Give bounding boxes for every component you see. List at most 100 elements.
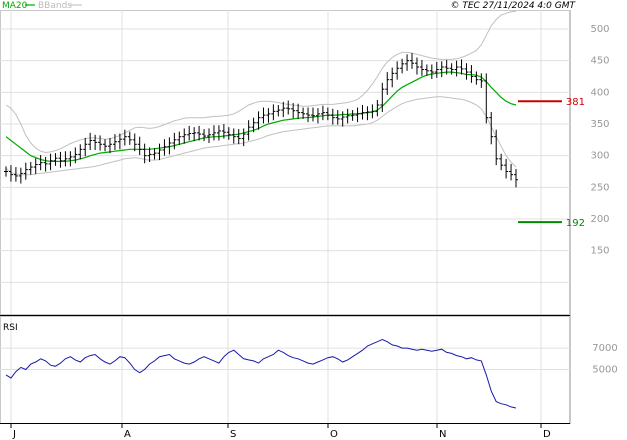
price-levels: 381 192 <box>518 97 585 229</box>
price-bar <box>281 101 286 118</box>
price-bar <box>444 60 449 75</box>
price-bar <box>8 165 13 182</box>
price-bar <box>301 107 306 119</box>
price-bar <box>365 106 370 121</box>
rsi-plot <box>5 338 517 409</box>
price-bar <box>231 128 236 144</box>
price-bar <box>310 107 315 122</box>
price-bar <box>276 105 281 117</box>
x-tick-label-s: S <box>230 429 236 440</box>
price-bar <box>499 153 504 171</box>
x-tick-label-d: D <box>543 429 551 440</box>
price-y-tick-label: 200 <box>590 214 609 225</box>
price-bar <box>132 133 137 152</box>
price-bar <box>390 67 395 88</box>
legend-ma-label: MA20 <box>2 1 28 11</box>
price-bar <box>28 162 33 175</box>
price-y-tick-label: 150 <box>590 246 609 257</box>
price-bar <box>330 108 335 125</box>
price-bar <box>429 64 434 80</box>
price-y-tick-label: 350 <box>590 119 609 130</box>
price-bar <box>246 120 251 141</box>
price-bar <box>405 54 410 71</box>
price-bar <box>18 167 23 184</box>
price-bar <box>306 107 311 123</box>
price-bar <box>241 128 246 147</box>
price-bar <box>459 59 464 75</box>
x-tick-label-n: N <box>439 429 446 440</box>
price-panel-frame <box>0 10 570 315</box>
price-bar <box>78 144 83 160</box>
price-bar <box>320 105 325 121</box>
price-bar <box>216 125 221 141</box>
price-bar <box>469 65 474 83</box>
price-bar <box>385 72 390 95</box>
price-bar <box>504 158 509 179</box>
price-bar <box>226 127 231 140</box>
price-y-tick-label: 400 <box>590 87 609 98</box>
resistance-level-label: 381 <box>566 97 585 108</box>
price-bar <box>335 110 340 125</box>
price-bar <box>261 107 266 124</box>
x-tick-label-o: O <box>330 429 338 440</box>
price-bar <box>479 73 484 88</box>
price-bar <box>271 104 276 121</box>
rsi-grid <box>0 316 570 423</box>
price-bar <box>454 60 459 77</box>
price-bar <box>43 156 48 172</box>
rsi-y-axis: 7000 5000 <box>592 343 617 375</box>
price-bar <box>48 153 53 171</box>
price-bar <box>266 108 271 123</box>
price-bar <box>192 127 197 142</box>
price-bar <box>182 128 187 144</box>
price-bar <box>360 105 365 120</box>
price-bar <box>484 73 489 124</box>
price-bar <box>315 108 320 124</box>
copyright-text: © TEC 27/11/2024 4:0 GMT <box>450 1 576 11</box>
price-plot <box>4 10 518 188</box>
price-bar <box>103 139 108 152</box>
price-y-tick-label: 250 <box>590 182 609 193</box>
x-tick-label-a: A <box>124 429 131 440</box>
price-bar <box>117 133 122 150</box>
price-bar <box>197 125 202 141</box>
support-level-label: 192 <box>566 218 585 229</box>
price-bar <box>93 134 98 150</box>
price-bar <box>325 107 330 121</box>
price-bar <box>464 63 469 80</box>
price-bar <box>211 125 216 141</box>
price-bar <box>122 129 127 146</box>
price-bar <box>58 151 63 168</box>
price-bar <box>142 143 147 164</box>
price-bar <box>256 111 261 130</box>
price-y-tick-label: 450 <box>590 56 609 67</box>
rsi-y-tick-label: 7000 <box>592 343 617 354</box>
price-bar <box>236 129 241 145</box>
bollinger-upper-line <box>5 10 517 154</box>
price-bar <box>38 155 43 171</box>
price-bar <box>172 132 177 150</box>
price-bar <box>380 82 385 112</box>
price-bar <box>474 71 479 85</box>
price-bar <box>73 147 78 164</box>
price-bar <box>375 99 380 117</box>
price-bar <box>489 111 494 145</box>
bollinger-lower-line <box>5 96 517 176</box>
price-bar <box>494 129 499 166</box>
price-bar <box>4 166 8 177</box>
rsi-line <box>5 338 517 409</box>
price-bar <box>395 61 400 80</box>
price-bar <box>162 139 167 156</box>
price-bar <box>449 63 454 75</box>
price-bar <box>157 143 162 161</box>
price-bar <box>350 110 355 121</box>
price-bar <box>251 117 256 133</box>
price-bar <box>370 104 375 119</box>
price-bar <box>23 162 28 180</box>
price-bar <box>221 124 226 139</box>
price-y-axis: 150 200 250 300 350 400 450 500 <box>590 24 609 257</box>
ma20-line <box>5 71 517 162</box>
price-bar <box>68 151 73 167</box>
